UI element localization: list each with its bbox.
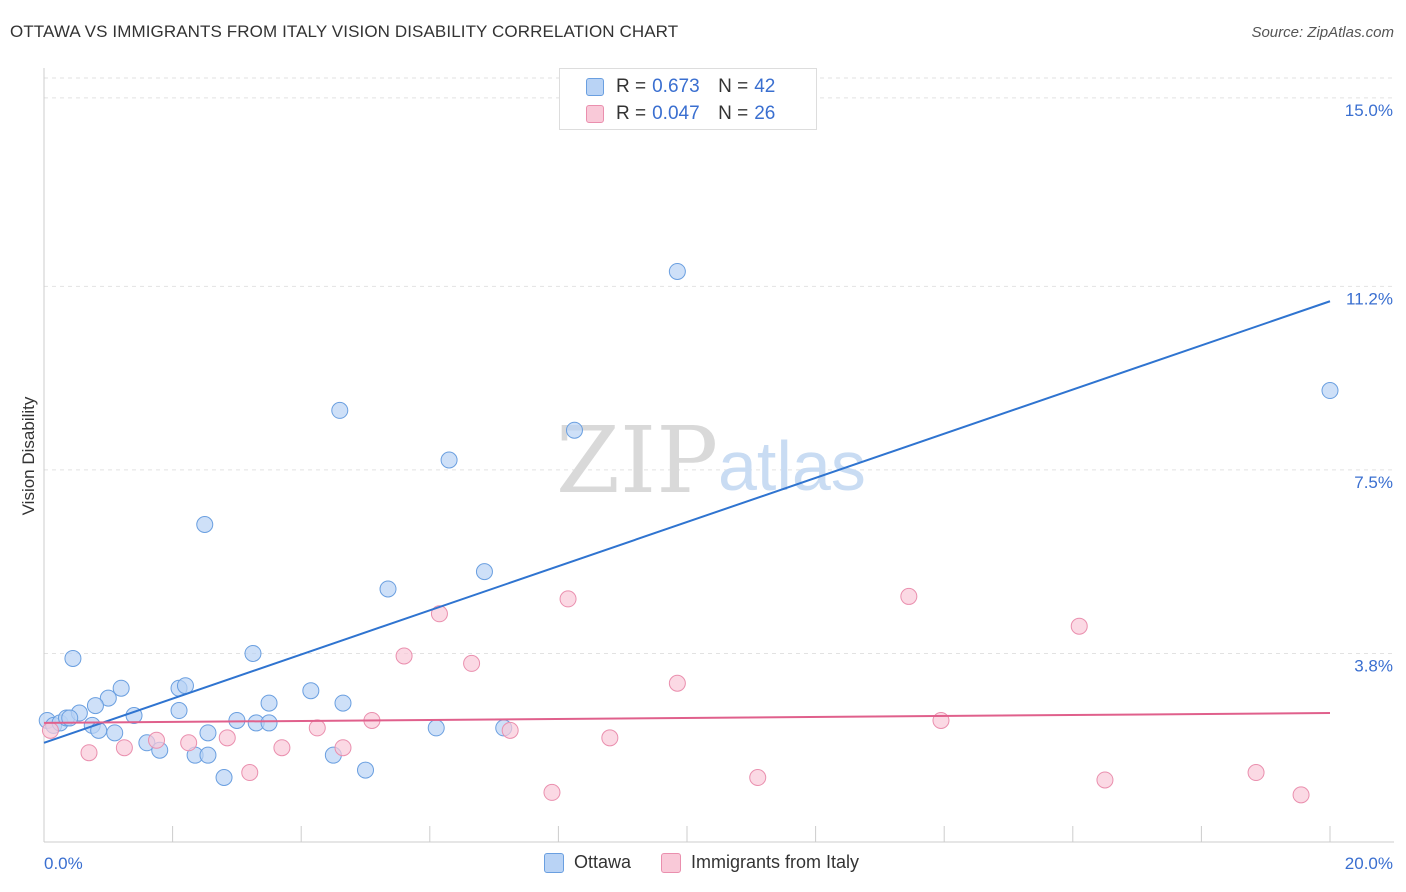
ottawa-point	[112, 679, 130, 697]
ottawa-legend-label: Ottawa	[574, 852, 632, 872]
y-tick-label: 11.2%	[1346, 289, 1393, 308]
italy-point	[668, 674, 686, 692]
watermark: ZIP atlas	[556, 407, 866, 514]
grid-layer	[44, 77, 1394, 654]
legend-row-italy: R = 0.047 N = 26	[586, 102, 775, 126]
n-label: N =	[718, 76, 749, 97]
italy-point	[308, 719, 326, 737]
n-value: 26	[754, 103, 776, 124]
watermark-atlas: atlas	[718, 427, 866, 505]
italy-point	[1096, 771, 1114, 789]
ottawa-point	[215, 769, 233, 787]
italy-trendline	[43, 712, 1331, 724]
italy-point	[932, 711, 950, 729]
ottawa-point	[106, 724, 124, 742]
italy-point	[430, 605, 448, 623]
r-label: R =	[616, 76, 647, 97]
italy-point	[334, 739, 352, 757]
x-tick-label: 0.0%	[44, 854, 83, 873]
italy-point	[463, 654, 481, 672]
ottawa-point	[1321, 382, 1339, 400]
n-label: N =	[718, 103, 749, 124]
ottawa-trendline	[43, 300, 1331, 744]
italy-point	[900, 587, 918, 605]
ottawa-point	[199, 746, 217, 764]
y-tick-label: 3.8%	[1354, 656, 1393, 675]
ottawa-point	[99, 689, 117, 707]
ottawa-point	[170, 702, 188, 720]
ottawa-point	[260, 714, 278, 732]
ottawa-point	[334, 694, 352, 712]
italy-point	[543, 783, 561, 801]
trend-layer	[43, 300, 1331, 744]
italy-point	[501, 721, 519, 739]
italy-legend-swatch	[661, 852, 682, 873]
ottawa-point	[302, 682, 320, 700]
italy-point	[241, 764, 259, 782]
x-tick-label: 20.0%	[1345, 854, 1393, 873]
ottawa-point	[331, 401, 349, 419]
ottawa-point	[244, 644, 262, 662]
ottawa-point	[196, 515, 214, 533]
italy-point	[148, 731, 166, 749]
series-legend: Ottawa Immigrants from Italy	[544, 852, 889, 873]
ottawa-point	[668, 262, 686, 280]
points-layer	[38, 262, 1339, 804]
italy-point	[559, 590, 577, 608]
correlation-legend: R = 0.673 N = 42 R = 0.047 N = 26	[559, 68, 817, 130]
y-tick-label: 15.0%	[1345, 101, 1393, 120]
ottawa-point	[357, 761, 374, 779]
ottawa-point	[565, 421, 583, 439]
italy-point	[1070, 617, 1088, 635]
italy-point	[395, 647, 413, 665]
ottawa-swatch	[586, 78, 604, 96]
italy-point	[601, 729, 619, 747]
ottawa-point	[379, 580, 397, 598]
italy-point	[218, 729, 236, 747]
n-value: 42	[754, 76, 776, 97]
source-credit: Source: ZipAtlas.com	[1251, 24, 1394, 41]
ottawa-point	[86, 697, 104, 715]
legend-row-ottawa: R = 0.673 N = 42	[586, 75, 775, 99]
r-value: 0.047	[652, 103, 700, 124]
r-label: R =	[616, 103, 647, 124]
ottawa-point	[440, 451, 458, 469]
italy-point	[41, 721, 59, 739]
italy-point	[1292, 786, 1310, 804]
legend-item-italy[interactable]: Immigrants from Italy	[661, 852, 859, 873]
chart-title: OTTAWA VS IMMIGRANTS FROM ITALY VISION D…	[10, 22, 679, 41]
ottawa-point	[64, 649, 82, 667]
italy-point	[273, 739, 291, 757]
ottawa-point	[475, 563, 493, 581]
y-axis-title: Vision Disability	[19, 396, 38, 515]
ottawa-point	[427, 719, 445, 737]
watermark-zip: ZIP	[556, 407, 718, 514]
italy-point	[115, 739, 133, 757]
italy-point	[80, 744, 98, 762]
labels-layer: 3.8% 7.5% 11.2% 15.0% 0.0% 20.0%	[44, 101, 1393, 873]
ottawa-legend-swatch	[544, 852, 564, 873]
italy-point	[180, 734, 198, 752]
axis-layer	[43, 68, 1394, 843]
ottawa-point	[260, 694, 278, 712]
italy-point	[1247, 764, 1265, 782]
y-tick-label: 7.5%	[1354, 473, 1393, 492]
legend-item-ottawa[interactable]: Ottawa	[544, 852, 631, 873]
r-value: 0.673	[652, 76, 700, 97]
ottawa-point	[199, 724, 217, 742]
italy-legend-label: Immigrants from Italy	[691, 852, 860, 872]
italy-point	[749, 769, 767, 787]
italy-swatch	[586, 105, 604, 123]
